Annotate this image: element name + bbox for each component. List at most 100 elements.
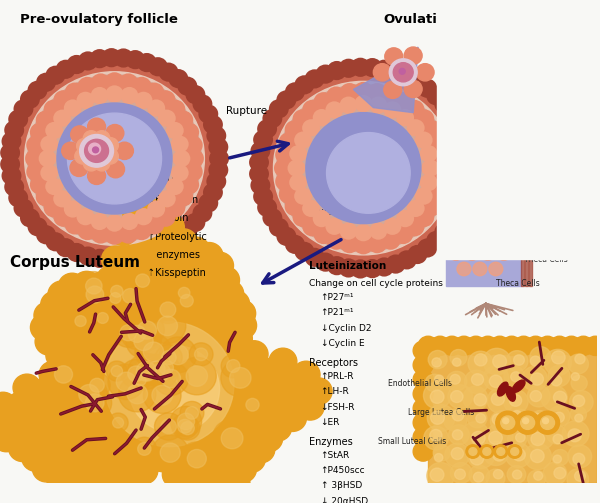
Circle shape	[274, 81, 453, 255]
Circle shape	[46, 463, 73, 490]
Circle shape	[407, 72, 427, 92]
Circle shape	[58, 273, 86, 300]
Circle shape	[36, 111, 56, 130]
Circle shape	[350, 58, 370, 77]
Circle shape	[416, 339, 440, 362]
Circle shape	[70, 311, 91, 331]
Circle shape	[2, 166, 22, 185]
Circle shape	[446, 371, 467, 391]
Text: ↓Cyclin D2: ↓Cyclin D2	[320, 324, 371, 333]
Circle shape	[169, 229, 188, 248]
Circle shape	[130, 370, 151, 390]
Circle shape	[85, 139, 109, 162]
Circle shape	[426, 231, 446, 250]
Circle shape	[430, 468, 444, 481]
Circle shape	[393, 63, 413, 82]
Text: enzymes: enzymes	[148, 250, 200, 260]
Circle shape	[8, 110, 28, 129]
Circle shape	[172, 413, 198, 439]
Circle shape	[250, 176, 271, 195]
Circle shape	[450, 350, 467, 366]
Circle shape	[40, 135, 58, 153]
Circle shape	[89, 143, 101, 154]
Circle shape	[44, 198, 64, 217]
Circle shape	[451, 448, 464, 460]
Circle shape	[458, 158, 478, 178]
Circle shape	[30, 175, 50, 194]
Circle shape	[222, 291, 250, 317]
Circle shape	[145, 356, 178, 388]
Circle shape	[450, 374, 460, 384]
Circle shape	[137, 53, 157, 72]
Circle shape	[413, 399, 433, 418]
Circle shape	[475, 193, 490, 207]
Circle shape	[101, 48, 121, 67]
Circle shape	[128, 325, 146, 343]
Circle shape	[340, 97, 358, 114]
Circle shape	[116, 372, 136, 391]
Circle shape	[86, 278, 102, 294]
Circle shape	[107, 160, 125, 178]
Circle shape	[175, 416, 200, 440]
Text: Granulosa Cells: Granulosa Cells	[524, 203, 584, 212]
Circle shape	[416, 339, 440, 362]
Circle shape	[531, 410, 548, 428]
Circle shape	[130, 313, 164, 347]
Circle shape	[79, 384, 99, 404]
Circle shape	[115, 142, 133, 159]
Circle shape	[136, 362, 157, 381]
Text: Granulosa Cells: Granulosa Cells	[524, 203, 584, 212]
Circle shape	[77, 77, 97, 96]
Circle shape	[78, 386, 112, 419]
Circle shape	[461, 422, 489, 448]
Circle shape	[222, 470, 250, 496]
Circle shape	[264, 414, 292, 441]
Circle shape	[149, 308, 186, 344]
Circle shape	[302, 217, 322, 236]
Circle shape	[470, 452, 484, 465]
Circle shape	[396, 210, 414, 227]
Circle shape	[14, 199, 34, 218]
Circle shape	[128, 366, 144, 382]
Circle shape	[422, 197, 442, 216]
Circle shape	[73, 271, 101, 298]
Circle shape	[451, 463, 472, 483]
Circle shape	[367, 83, 387, 102]
Circle shape	[106, 361, 127, 381]
Circle shape	[140, 368, 153, 380]
Circle shape	[147, 100, 165, 117]
Circle shape	[28, 217, 47, 236]
Circle shape	[575, 354, 585, 364]
Circle shape	[110, 293, 121, 303]
Circle shape	[374, 258, 394, 277]
Circle shape	[562, 336, 581, 356]
Text: ↑Kisspeptin: ↑Kisspeptin	[148, 268, 206, 278]
Circle shape	[132, 77, 152, 96]
Circle shape	[426, 86, 446, 106]
Circle shape	[194, 348, 208, 361]
Circle shape	[289, 145, 307, 162]
Circle shape	[0, 143, 20, 162]
Circle shape	[413, 428, 433, 447]
Circle shape	[104, 322, 234, 447]
Circle shape	[447, 203, 467, 222]
Circle shape	[183, 162, 203, 182]
Circle shape	[490, 336, 510, 356]
Text: Follicular Fluid: Follicular Fluid	[293, 207, 364, 217]
Circle shape	[67, 243, 86, 262]
Circle shape	[568, 445, 592, 468]
Circle shape	[571, 375, 587, 391]
Circle shape	[269, 348, 297, 375]
Text: Theca Cells: Theca Cells	[524, 255, 568, 264]
Circle shape	[193, 203, 212, 223]
Circle shape	[327, 256, 347, 275]
Circle shape	[92, 308, 113, 328]
Circle shape	[421, 159, 439, 177]
Circle shape	[444, 409, 467, 432]
Circle shape	[257, 119, 277, 138]
Circle shape	[53, 110, 71, 127]
Circle shape	[155, 208, 176, 227]
Circle shape	[4, 121, 24, 140]
Circle shape	[106, 125, 124, 142]
Circle shape	[47, 359, 80, 390]
